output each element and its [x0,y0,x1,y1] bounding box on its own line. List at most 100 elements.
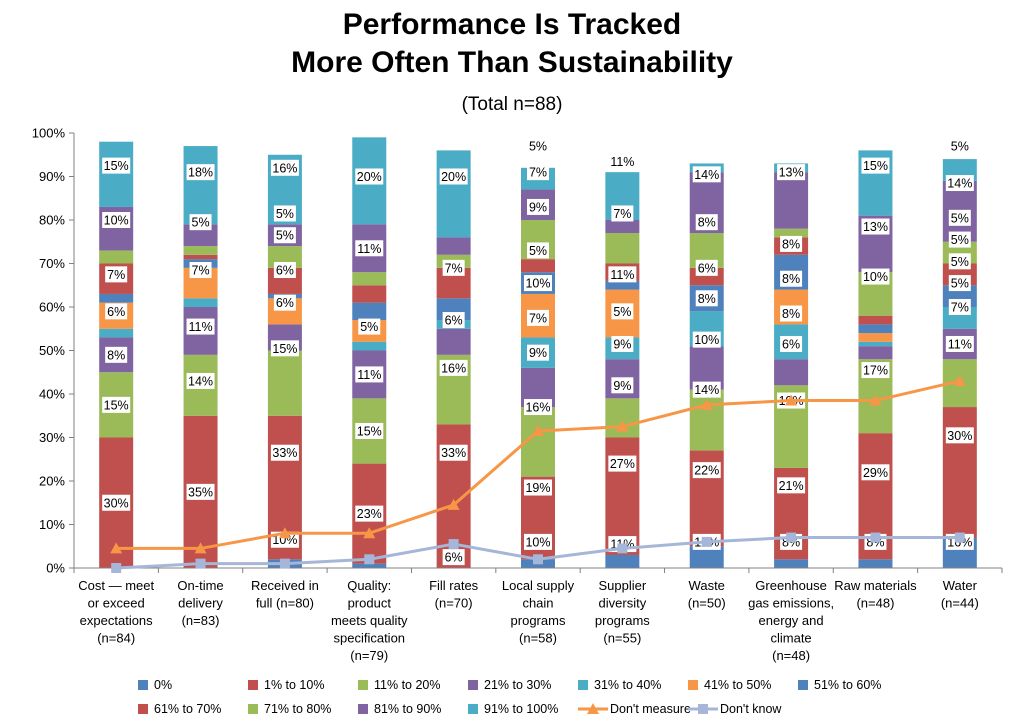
data-label: 16% [525,401,550,415]
data-label-box [102,157,131,174]
data-label-box [780,235,803,252]
data-label: 5% [951,277,969,291]
bar-segment [858,559,893,568]
legend-item: 91% to 100% [468,702,558,716]
data-label-box [945,175,974,192]
data-label-box [780,305,803,322]
data-label: 16% [272,161,297,175]
data-label-box [186,318,215,335]
data-label: 10% [104,214,129,228]
data-label: 5% [951,140,969,154]
data-label-box [102,396,131,413]
data-label: 16% [441,361,466,375]
bar-segment [99,141,134,207]
legend-item: 61% to 70% [138,702,221,716]
bar-segment [774,228,809,238]
data-label-box [358,318,381,335]
data-label-box [692,166,721,183]
data-label: 11% [948,337,972,351]
y-tick-label: 10% [39,517,65,532]
data-label: 27% [610,457,635,471]
bar-segment [605,220,640,234]
legend-item: 81% to 90% [358,702,441,716]
data-label: 5% [951,233,969,247]
legend-swatch [358,704,368,714]
bar-segment [267,350,302,416]
line-point-triangle [278,527,291,539]
bar-segment [183,254,218,260]
data-label-box [355,240,384,257]
legend-swatch [468,680,478,690]
bar-segment [183,246,218,255]
y-tick-label: 100% [32,126,66,141]
legend-swatch [248,680,258,690]
data-label-box [189,214,212,231]
line-point-square [448,539,459,550]
legend-item: 1% to 10% [248,678,324,692]
data-label-box [270,159,299,176]
legend-item: 51% to 60% [798,678,881,692]
data-label: 33% [272,446,297,460]
data-label: 15% [272,342,297,356]
data-label-box [524,275,552,292]
line-point-square [195,558,206,569]
data-label-box [273,227,296,244]
data-label-box [948,253,971,270]
data-label-box [439,444,468,461]
data-label-box [186,483,215,500]
data-label-box [524,479,552,496]
data-label: 14% [694,168,719,182]
legend-item: 41% to 50% [688,678,771,692]
legend-label: 31% to 40% [594,678,662,692]
data-label-box [273,294,296,311]
legend-label: 11% to 20% [374,678,441,692]
data-label-box [105,266,128,283]
data-label-box [270,444,299,461]
y-tick-label: 0% [46,561,65,576]
data-label-box [527,309,549,326]
y-tick-label: 70% [39,256,65,271]
data-label-box [780,270,803,287]
data-label: 13% [863,220,888,234]
data-label: 7% [951,301,969,315]
legend-label: 21% to 30% [484,678,552,692]
data-label: 5% [192,216,210,230]
bar-segment [774,172,809,229]
data-label-box [186,372,215,389]
data-label-box [948,275,971,292]
legend-swatch [138,704,148,714]
line-point-square [954,532,965,543]
bar-segment [352,285,387,303]
data-label-box [695,290,718,307]
y-tick-label: 50% [39,343,65,358]
data-label: 7% [613,207,631,221]
y-tick-label: 20% [39,474,65,489]
category-label: Waste (n=50) [688,578,726,611]
legend-swatch [578,680,588,690]
legend-swatch [358,680,368,690]
legend-line-square-icon [688,704,718,714]
bar-segment [436,150,471,238]
data-label-box [608,266,637,283]
line-point-triangle [194,542,207,554]
data-label: 22% [694,464,719,478]
legend-item: 21% to 30% [468,678,551,692]
legend-swatch [468,704,478,714]
bar-segment [183,298,218,307]
line-point-triangle [110,542,123,554]
data-label: 5% [276,229,294,243]
data-label: 9% [613,379,631,393]
data-label: 11% [357,368,381,382]
data-label: 23% [357,507,382,521]
bar-segment [605,233,640,264]
data-label-box [442,312,465,329]
bar-segment [858,341,893,347]
data-label-box [270,340,299,357]
data-label-box [695,259,718,276]
data-label: 8% [107,348,125,362]
data-label-box [524,533,552,550]
data-label-box [355,168,384,185]
data-label: 21% [779,479,804,493]
data-label: 19% [525,481,550,495]
data-label-box [777,477,806,494]
